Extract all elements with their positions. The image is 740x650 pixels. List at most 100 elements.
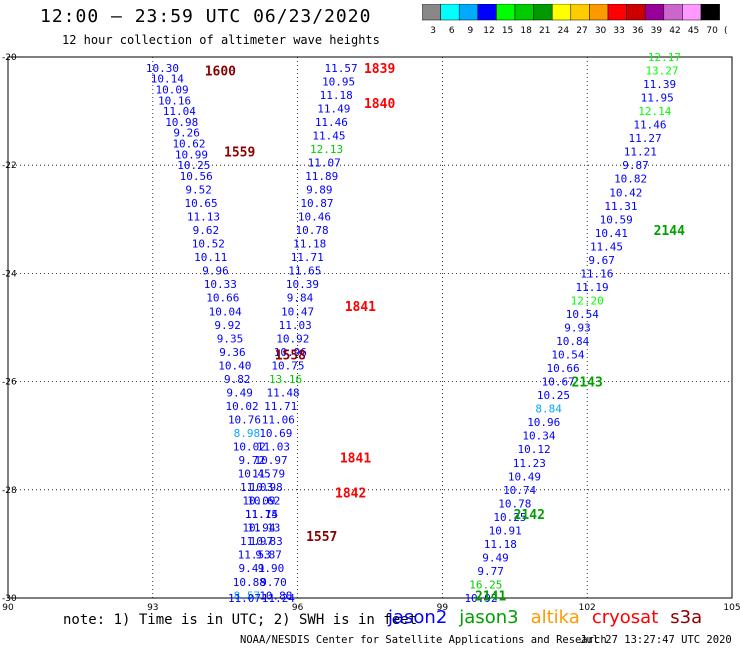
wave-height-label: 11.14 [245, 508, 278, 521]
wave-height-label: 11.48 [267, 386, 300, 399]
y-tick-label: -30 [2, 594, 17, 604]
wave-height-label: 11.95 [641, 92, 674, 105]
wave-height-label: 9.84 [287, 292, 314, 305]
pass-time-label: 1557 [306, 530, 337, 545]
wave-height-label: 11.31 [604, 200, 637, 213]
wave-height-label: 11.03 [240, 481, 273, 494]
wave-height-label: 10.52 [192, 238, 225, 251]
wave-height-label: 13.16 [269, 373, 302, 386]
legend-entry-jason2: jason2 [388, 607, 448, 628]
wave-height-label: 10.49 [508, 470, 541, 483]
wave-height-label: 10.66 [206, 292, 239, 305]
colorbar-label: (ft) [724, 26, 727, 36]
wave-height-label: 10.25 [537, 389, 570, 402]
wave-height-label: 11.53 [238, 549, 271, 562]
wave-height-label: 11.13 [187, 211, 220, 224]
x-tick-label: 93 [147, 603, 158, 613]
colorbar-label: 6 [449, 26, 455, 36]
wave-height-label: 10.11 [194, 251, 227, 264]
wave-height-label: 10.88 [259, 589, 292, 602]
wave-height-label: 9.90 [258, 562, 285, 575]
colorbar-label: 21 [539, 26, 550, 36]
wave-height-label: 10.09 [242, 495, 275, 508]
wave-height-label: 9.92 [214, 319, 241, 332]
pass-time-label: 2142 [514, 508, 545, 523]
wave-height-label: 9.72 [238, 454, 265, 467]
wave-height-label: 10.87 [300, 197, 333, 210]
page-title: 12:00 – 23:59 UTC 06/23/2020 [40, 6, 372, 27]
legend-entry-s3a: s3a [670, 607, 703, 628]
colorbar-label: 24 [558, 26, 570, 36]
satellite-legend: jason2 jason3 altika cryosat s3a [388, 607, 714, 628]
wave-height-label: 10.47 [281, 305, 314, 318]
wave-height-label: 12.20 [571, 294, 604, 307]
colorbar-label: 70 [706, 26, 718, 36]
x-tick-label: 96 [292, 603, 304, 613]
wave-height-label: 9.62 [193, 224, 220, 237]
colorbar-label: 3 [430, 26, 436, 36]
wave-height-label: 11.18 [484, 538, 517, 551]
wave-height-label: 11.89 [305, 170, 338, 183]
wave-height-label: 10.92 [464, 592, 497, 605]
colorbar-label: 30 [595, 26, 607, 36]
wave-height-label: 10.96 [274, 346, 307, 359]
wave-height-label: 9.26 [173, 127, 200, 140]
colorbar-label: 45 [688, 26, 699, 36]
pass-time-label: 1600 [205, 65, 236, 80]
wave-height-label: 10.82 [614, 173, 647, 186]
chart-subtitle: 12 hour collection of altimeter wave hei… [62, 33, 380, 47]
wave-height-label: 10.25 [177, 159, 210, 172]
wave-height-label: 11.06 [262, 413, 295, 426]
wave-height-label: 11.49 [317, 102, 350, 115]
wave-height-label: 9.96 [202, 265, 229, 278]
colorbar-label: 18 [520, 26, 532, 36]
wave-height-label: 11.18 [320, 89, 353, 102]
wave-height-label: 10.30 [146, 62, 179, 75]
wave-height-label: 10.96 [527, 416, 560, 429]
wave-height-label: 10.46 [298, 211, 331, 224]
wave-height-label: 10.02 [226, 400, 259, 413]
wave-height-label: 9.89 [306, 184, 333, 197]
wave-height-label: 9.82 [224, 373, 251, 386]
wave-height-label: 9.67 [588, 254, 615, 267]
wave-height-label: 9.87 [622, 159, 649, 172]
wave-height-label: 10.12 [518, 443, 551, 456]
x-tick-label: 102 [579, 603, 596, 613]
wave-height-label: 9.70 [260, 576, 287, 589]
wave-height-label: 10.92 [276, 332, 309, 345]
wave-height-label: 10.83 [250, 535, 283, 548]
wave-height-label: 10.65 [185, 197, 218, 210]
wave-height-label: 10.97 [254, 454, 287, 467]
legend-entry-altika: altika [530, 607, 580, 628]
wave-height-label: 9.35 [217, 332, 244, 345]
wave-height-label: 10.54 [566, 308, 599, 321]
timestamp-text: Jul 27 13:27:47 UTC 2020 [580, 634, 732, 646]
y-tick-label: -26 [2, 378, 17, 388]
wave-height-label: 11.39 [643, 78, 676, 91]
wave-height-label: 10.94 [242, 522, 275, 535]
wave-height-label: 10.33 [204, 278, 237, 291]
pass-time-label: 2143 [572, 376, 603, 391]
wave-height-label: 10.14 [151, 73, 184, 86]
wave-height-label: 10.88 [233, 576, 266, 589]
wave-height-label: 10.42 [609, 186, 642, 199]
legend-entry-cryosat: cryosat [591, 607, 659, 628]
wave-height-label: 8.57 [234, 589, 261, 602]
wave-height-label: 10.66 [547, 362, 580, 375]
wave-height-label: 10.41 [595, 227, 628, 240]
wave-height-label: 10.45 [238, 468, 271, 481]
wave-height-label: 10.75 [271, 359, 304, 372]
pass-time-label: 1558 [275, 349, 306, 364]
pass-time-label: 1842 [335, 487, 366, 502]
wave-height-label: 9.52 [185, 184, 212, 197]
wave-height-label: 11.45 [312, 129, 345, 142]
wave-height-label: 12.14 [638, 105, 671, 118]
wave-height-label: 10.69 [259, 427, 292, 440]
y-tick-label: -20 [2, 53, 17, 63]
pass-time-label: 1841 [340, 451, 371, 466]
wave-height-label: 10.54 [551, 349, 584, 362]
wave-height-label: 10.78 [498, 497, 531, 510]
wave-height-label: 11.16 [580, 267, 613, 280]
colorbar-label: 39 [651, 26, 663, 36]
